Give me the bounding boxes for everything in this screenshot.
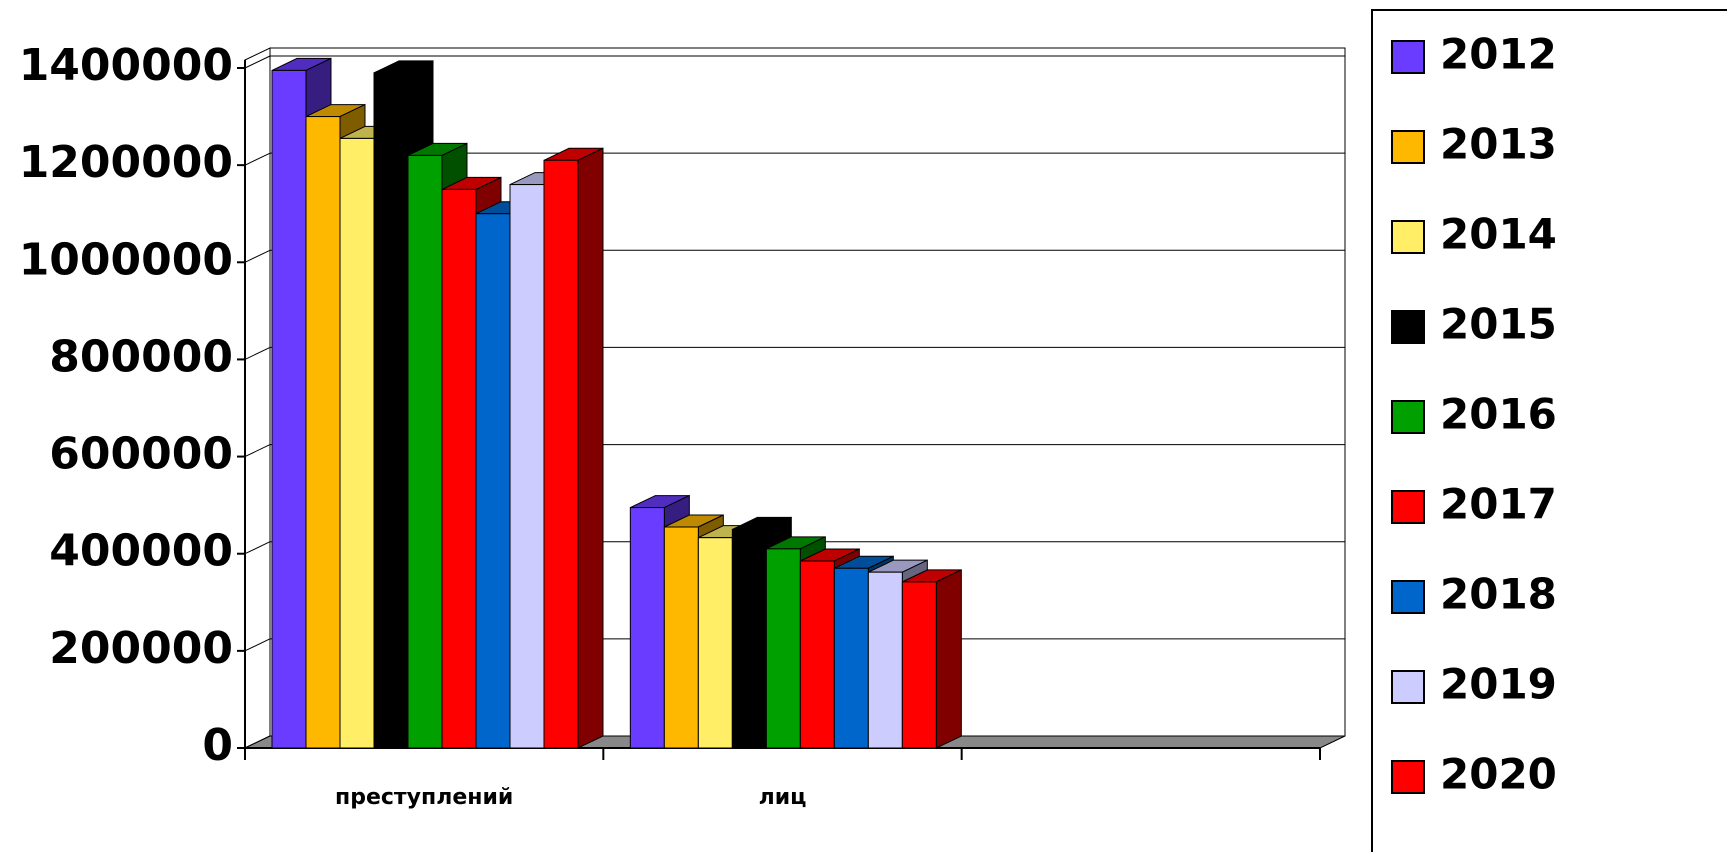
legend-swatch (1391, 670, 1425, 704)
legend-label: 2015 (1440, 300, 1557, 349)
bar-front (867, 571, 903, 749)
x-tick-label: преступлений (335, 785, 513, 810)
bar-front (901, 581, 937, 749)
bar-front (441, 188, 477, 749)
legend-label: 2012 (1440, 30, 1557, 79)
grid-line (244, 346, 271, 360)
grid-line (244, 55, 271, 69)
grid-line (244, 638, 271, 652)
bar-side (935, 569, 962, 749)
y-tick-label: 1200000 (19, 137, 233, 188)
legend-label: 2017 (1440, 480, 1557, 529)
legend-swatch (1391, 310, 1425, 344)
bar-front (271, 69, 307, 749)
y-tick-label: 0 (202, 720, 233, 771)
x-tick-label: лиц (759, 785, 807, 810)
legend-swatch (1391, 220, 1425, 254)
legend-swatch (1391, 130, 1425, 164)
legend-label: 2020 (1440, 750, 1557, 799)
y-tick-label: 800000 (49, 331, 233, 382)
grid-line (244, 541, 271, 555)
bar-front (407, 154, 443, 749)
grid-line (244, 152, 271, 166)
y-tick-label: 1400000 (19, 40, 233, 91)
bar-front (765, 548, 801, 749)
bar (901, 569, 962, 749)
bar-front (833, 567, 869, 749)
bar-front (663, 526, 699, 749)
bar-front (339, 137, 375, 749)
bar-side (577, 147, 604, 749)
grid-line (244, 444, 271, 458)
legend-swatch (1391, 760, 1425, 794)
bar-front (799, 560, 835, 749)
bar-front (697, 537, 733, 749)
bar-front (305, 116, 341, 749)
bar-front (509, 184, 545, 749)
y-tick-label: 400000 (49, 526, 233, 577)
legend-swatch (1391, 400, 1425, 434)
bar-front (373, 72, 409, 749)
bar-front (629, 507, 665, 749)
legend-label: 2018 (1440, 570, 1557, 619)
legend-label: 2019 (1440, 660, 1557, 709)
legend-box (1371, 9, 1727, 852)
bar-front (475, 213, 511, 749)
bar-front (543, 159, 579, 749)
bar-front (731, 528, 767, 749)
legend-swatch (1391, 580, 1425, 614)
y-tick-label: 200000 (49, 623, 233, 674)
y-tick-label: 1000000 (19, 234, 233, 285)
bar (543, 147, 604, 749)
legend-swatch (1391, 490, 1425, 524)
side-wall (244, 47, 271, 749)
legend-label: 2014 (1440, 210, 1557, 259)
grid-line (244, 249, 271, 263)
legend-label: 2013 (1440, 120, 1557, 169)
legend-label: 2016 (1440, 390, 1557, 439)
legend-swatch (1391, 40, 1425, 74)
y-tick-label: 600000 (49, 429, 233, 480)
